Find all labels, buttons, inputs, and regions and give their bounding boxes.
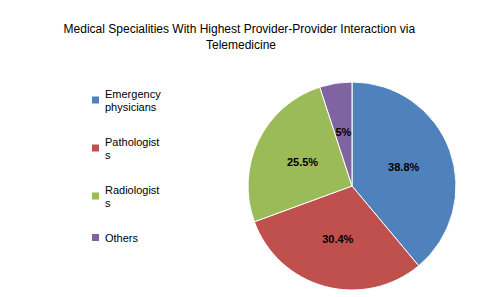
svg-text:38.8%: 38.8% xyxy=(388,161,419,173)
svg-text:Pathologist: Pathologist xyxy=(105,136,159,148)
svg-text:5%: 5% xyxy=(335,126,351,138)
svg-text:Others: Others xyxy=(105,232,139,244)
svg-text:Emergency: Emergency xyxy=(105,88,164,100)
svg-text:physicians: physicians xyxy=(105,101,157,113)
svg-text:s: s xyxy=(105,197,111,209)
svg-text:Radiologist: Radiologist xyxy=(105,184,159,196)
svg-text:25.5%: 25.5% xyxy=(287,156,318,168)
svg-text:30.4%: 30.4% xyxy=(322,233,353,245)
svg-text:Telemedicine: Telemedicine xyxy=(206,38,276,52)
svg-text:s: s xyxy=(105,149,111,161)
svg-text:Medical Specialities With High: Medical Specialities With Highest Provid… xyxy=(64,22,419,36)
